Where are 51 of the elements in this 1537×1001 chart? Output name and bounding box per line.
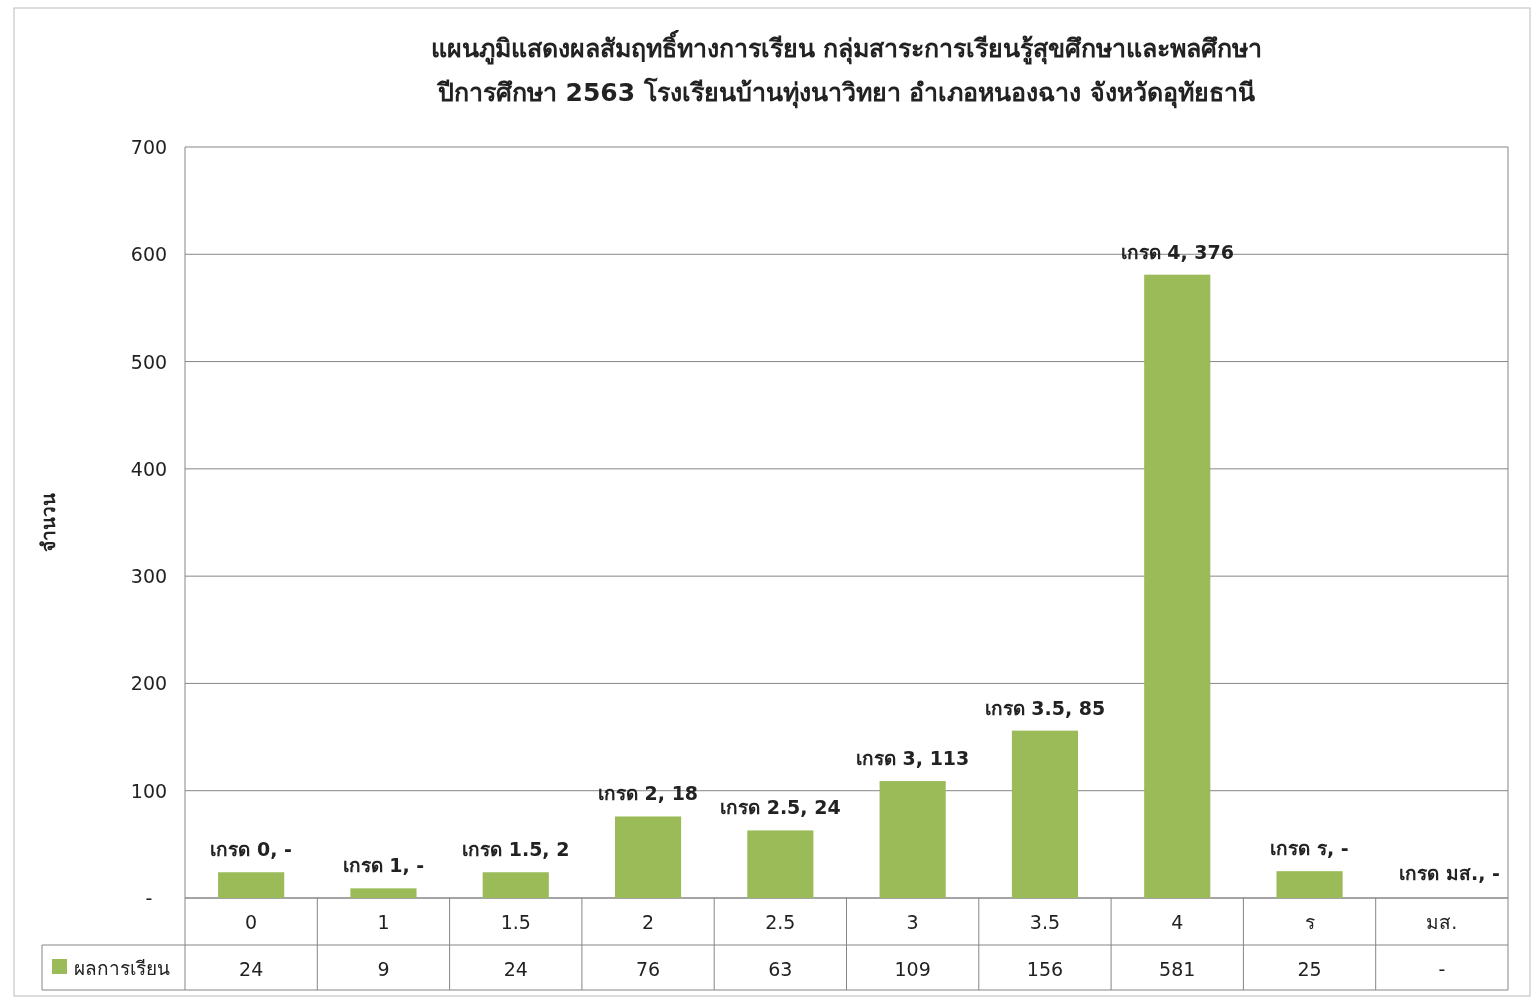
legend-label: ผลการเรียน [74, 957, 170, 979]
annotation: เกรด 0, - [210, 838, 292, 861]
annotation: เกรด มส., - [1399, 862, 1500, 884]
data-label: 76 [635, 958, 661, 980]
data-label: 581 [1159, 958, 1196, 980]
annotation: เกรด 3, 113 [855, 747, 970, 770]
annotation: เกรด ร, - [1270, 837, 1349, 860]
x-tick-label: 1 [377, 911, 390, 933]
y-tick-label: 600 [130, 243, 168, 266]
bar [1011, 730, 1079, 898]
x-tick-label: ร [1304, 911, 1315, 933]
data-label: 63 [768, 958, 793, 980]
x-tick-label: 3.5 [1029, 911, 1061, 933]
y-tick-label: - [145, 887, 153, 909]
y-tick-label: 100 [130, 779, 168, 802]
x-tick-label: 1.5 [500, 911, 531, 933]
bar [747, 830, 814, 898]
bar [879, 781, 946, 898]
data-label: 25 [1297, 958, 1322, 980]
y-axis-title: จำนวน [37, 493, 59, 552]
legend: ผลการเรียน [52, 957, 170, 979]
x-tick-label: 2.5 [765, 911, 796, 933]
x-tick-label: มส. [1426, 911, 1458, 933]
data-label: 9 [377, 958, 390, 980]
bar [1144, 274, 1211, 898]
annotation: เกรด 1.5, 2 [462, 838, 570, 861]
data-label: 24 [503, 958, 528, 980]
annotation: เกรด 3.5, 85 [984, 696, 1106, 719]
y-tick-label: 700 [130, 136, 168, 158]
bar [482, 872, 549, 898]
annotation: เกรด 4, 376 [1120, 240, 1234, 263]
x-tick-label: 3 [906, 911, 919, 933]
data-label: 156 [1026, 958, 1064, 980]
data-label: 24 [239, 958, 264, 980]
bar [218, 872, 285, 898]
x-tick-label: 2 [642, 911, 655, 933]
chart-title: แผนภูมิแสดงผลสัมฤทธิ์ทางการเรียน กลุ่มสาระการเรียนรู้สุขศึกษาและพลศึกษา ปีการศึกษา 2563 โรงเรียนบ้านทุ่งนาวิทยา อำเภอหนองฉาง จังหวัดอุทัยธานี [430, 29, 1263, 109]
annotation: เกรด 2, 18 [598, 782, 699, 805]
bar [350, 888, 417, 898]
bar [614, 816, 682, 898]
text: - [1438, 958, 1446, 980]
y-tick-label: 500 [130, 350, 168, 373]
annotation: เกรด 1, - [342, 854, 425, 877]
data-label: 109 [894, 958, 931, 980]
y-tick-label: 400 [130, 457, 168, 480]
y-tick-label: 200 [130, 672, 168, 695]
annotation: เกรด 2.5, 24 [720, 796, 841, 819]
bar [1276, 871, 1343, 898]
y-tick-label: 300 [130, 565, 168, 588]
x-tick-label: 4 [1171, 911, 1184, 933]
x-tick-label: 0 [245, 911, 258, 933]
